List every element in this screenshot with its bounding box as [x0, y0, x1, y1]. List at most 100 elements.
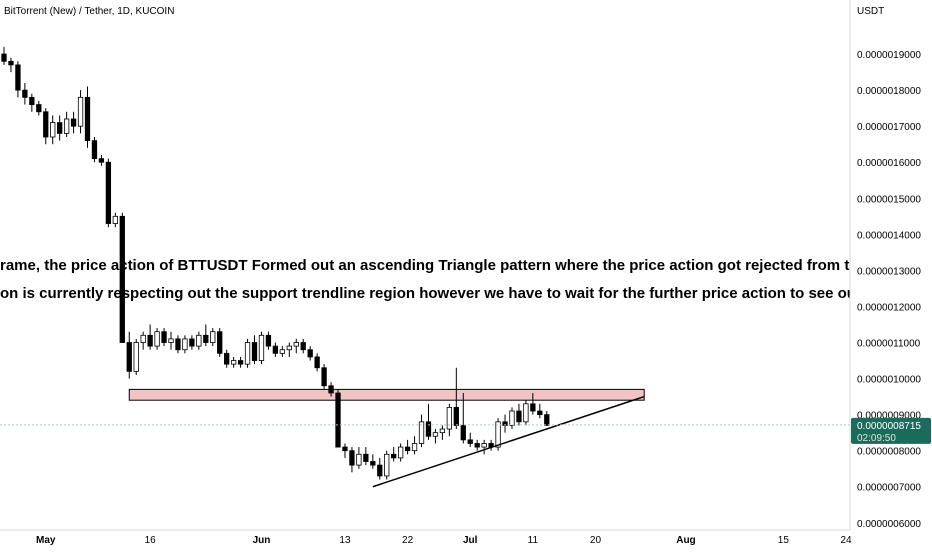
candle-body — [523, 403, 529, 423]
candle-body — [432, 432, 439, 437]
time-tick-label: 16 — [145, 535, 157, 546]
candle-body — [154, 331, 160, 347]
price-tick-label: 0.0000019000 — [857, 50, 921, 61]
candle-body — [286, 345, 292, 351]
candle-body — [70, 118, 77, 127]
bullish-candle — [432, 429, 439, 444]
candle-body — [265, 334, 272, 347]
candle-body — [272, 345, 279, 354]
bullish-candle — [411, 436, 418, 455]
price-tick-label: 0.0000015000 — [857, 194, 921, 205]
bearish-candle — [265, 331, 272, 350]
candle-body — [446, 407, 453, 430]
candle-body — [404, 446, 411, 452]
candle-body — [293, 342, 299, 347]
candle-body — [307, 349, 313, 358]
candle-body — [119, 215, 125, 343]
bearish-candle — [189, 335, 195, 350]
time-tick-label: May — [36, 535, 56, 546]
bearish-candle — [370, 454, 376, 469]
price-tick-label: 0.0000017000 — [857, 122, 921, 133]
bearish-candle — [377, 457, 383, 480]
bearish-candle — [29, 93, 35, 112]
bullish-candle — [356, 447, 362, 469]
bearish-candle — [516, 403, 522, 426]
bearish-candle — [36, 100, 42, 116]
candle-body — [342, 446, 348, 452]
bullish-candle — [140, 331, 146, 350]
bearish-candle — [474, 439, 480, 451]
bearish-candle — [98, 155, 105, 166]
candle-body — [112, 215, 118, 224]
bullish-candle — [230, 356, 237, 368]
price-tick-label: 0.0000018000 — [857, 86, 921, 97]
bullish-candle — [286, 342, 292, 357]
candle-body — [321, 367, 327, 387]
candle-body — [29, 96, 35, 105]
time-tick-label: Aug — [676, 535, 695, 546]
time-tick-label: 20 — [590, 535, 602, 546]
candle-body — [370, 461, 376, 466]
candle-body — [210, 331, 216, 343]
bullish-candle — [397, 443, 404, 462]
bearish-candle — [460, 392, 466, 444]
price-tick-label: 0.0000011000 — [857, 339, 921, 350]
bearish-candle — [105, 158, 112, 228]
candle-body — [495, 421, 501, 448]
candle-body — [182, 338, 188, 351]
bullish-candle — [133, 338, 139, 375]
bearish-candle — [530, 392, 536, 415]
bearish-candle — [502, 414, 508, 433]
candle-body — [397, 446, 404, 459]
bearish-candle — [349, 447, 355, 473]
bullish-candle — [168, 331, 174, 350]
support-trendline — [372, 395, 645, 488]
candle-body — [418, 421, 425, 444]
bearish-candle — [161, 328, 167, 347]
candle-body — [460, 425, 466, 441]
candle-body — [251, 342, 258, 361]
bullish-candle — [63, 111, 70, 138]
bearish-candle — [22, 82, 28, 105]
bearish-candle — [404, 439, 411, 455]
bearish-candle — [425, 403, 432, 440]
candle-body — [84, 96, 91, 142]
time-tick-label: 15 — [778, 535, 790, 546]
time-tick-label: 22 — [402, 535, 414, 546]
candle-body — [8, 60, 14, 66]
bearish-candle — [1, 46, 7, 65]
time-tick-label: 13 — [339, 535, 351, 546]
candle-body — [314, 356, 320, 369]
bearish-candle — [203, 324, 209, 347]
trendline-layer — [372, 395, 645, 488]
candle-body — [453, 407, 459, 426]
candle-body — [1, 53, 7, 62]
candle-body — [363, 453, 369, 462]
candle-body — [439, 428, 446, 434]
bullish-candle — [509, 407, 515, 430]
bearish-candle — [217, 328, 223, 357]
candle-body — [22, 89, 28, 98]
bearish-candle — [272, 342, 279, 357]
candle-body — [300, 342, 306, 351]
bearish-candle — [544, 411, 550, 426]
bearish-candle — [15, 61, 21, 98]
candle-body — [36, 104, 42, 113]
bearish-candle — [57, 115, 63, 141]
candle-body — [43, 111, 49, 138]
candle-body — [474, 443, 480, 448]
bearish-candle — [391, 447, 397, 462]
candle-body — [544, 414, 550, 426]
candle-body — [217, 331, 223, 354]
price-tick-label: 0.0000016000 — [857, 158, 921, 169]
time-axis-ticks: May 16 Jun 13 22 Jul 11 20 Aug 15 24 — [36, 535, 852, 546]
bullish-candle — [182, 335, 188, 354]
candle-body — [279, 349, 285, 354]
time-tick-label: 11 — [528, 535, 539, 546]
bearish-candle — [224, 349, 230, 368]
symbol-header: BitTorrent (New) / Tether, 1D, KUCOIN — [4, 6, 174, 17]
candle-body — [384, 453, 390, 477]
